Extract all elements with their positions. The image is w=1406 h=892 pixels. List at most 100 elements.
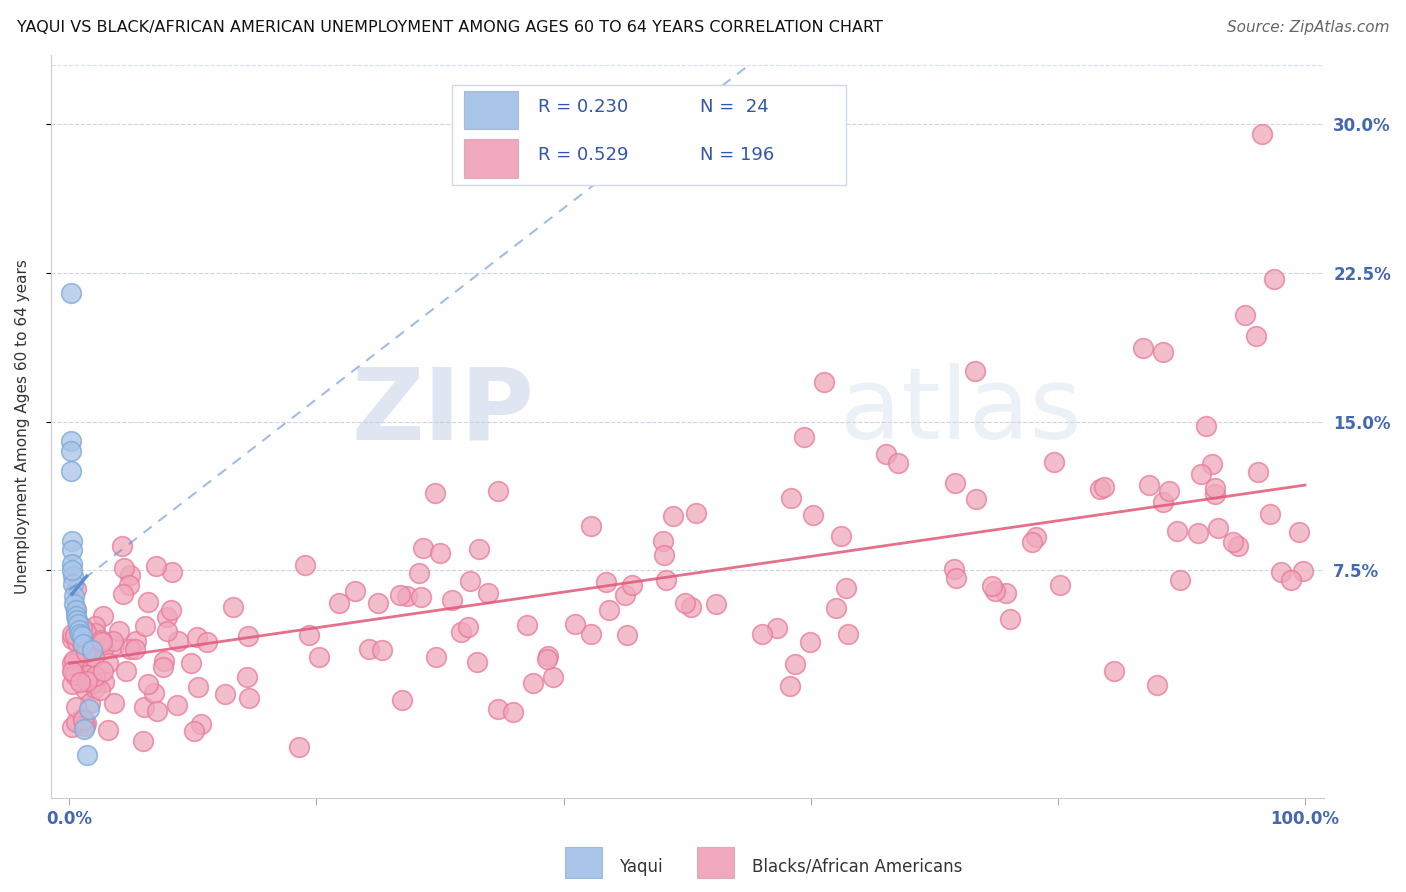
Point (70, 629, 93, 643)
Point (654, 574, 676, 588)
Point (1090, 482, 1112, 496)
Point (66, 635, 89, 649)
Point (111, 587, 134, 601)
Point (1201, 457, 1223, 471)
Point (103, 638, 125, 652)
Point (62, 664, 84, 678)
Point (60, 632, 83, 646)
Point (65, 668, 87, 682)
Point (661, 508, 683, 523)
Point (1292, 564, 1315, 578)
Point (70, 649, 93, 664)
Text: N =  24: N = 24 (700, 98, 769, 116)
Point (1189, 467, 1212, 481)
Point (180, 656, 202, 670)
Point (516, 618, 538, 632)
Point (825, 600, 848, 615)
Point (136, 677, 159, 691)
FancyBboxPatch shape (451, 85, 846, 186)
Point (160, 603, 183, 617)
Point (679, 600, 702, 615)
Point (1227, 539, 1250, 553)
Point (156, 610, 179, 624)
Point (1258, 507, 1281, 521)
Point (371, 643, 394, 657)
Point (118, 578, 141, 592)
Text: R = 0.230: R = 0.230 (538, 98, 628, 116)
Point (1152, 494, 1174, 508)
Point (83, 649, 105, 664)
Point (221, 600, 243, 615)
Point (1152, 345, 1174, 359)
Point (69, 626, 91, 640)
Point (468, 541, 491, 556)
Point (450, 625, 472, 640)
Point (63, 597, 86, 611)
Point (579, 627, 602, 641)
Point (1247, 465, 1270, 479)
Point (673, 595, 696, 609)
Point (83, 626, 105, 640)
Point (59, 434, 82, 449)
Point (1263, 272, 1285, 286)
Point (125, 633, 148, 648)
Point (294, 558, 316, 572)
Point (1146, 678, 1168, 692)
Text: Blacks/African Americans: Blacks/African Americans (752, 858, 963, 876)
Point (1137, 478, 1160, 492)
Text: R = 0.529: R = 0.529 (538, 146, 628, 164)
Point (60, 720, 83, 734)
FancyBboxPatch shape (464, 91, 517, 129)
Point (118, 642, 141, 657)
Point (108, 624, 131, 639)
Point (536, 651, 558, 665)
Point (90, 633, 112, 648)
Point (963, 364, 986, 378)
Point (1288, 524, 1310, 539)
Point (564, 617, 586, 632)
Text: Yaqui: Yaqui (619, 858, 662, 876)
Point (142, 686, 165, 700)
Point (945, 571, 967, 585)
Point (620, 578, 643, 592)
Point (195, 634, 218, 648)
Point (1025, 530, 1047, 544)
Point (152, 660, 174, 674)
Point (1166, 524, 1188, 538)
Point (73, 671, 96, 685)
Point (153, 654, 176, 668)
Point (395, 589, 418, 603)
Point (425, 486, 447, 500)
Point (77, 641, 100, 656)
Point (411, 590, 433, 604)
Point (72, 620, 94, 634)
Point (942, 561, 965, 575)
Point (65, 582, 87, 596)
Point (1168, 573, 1191, 587)
Point (60, 627, 83, 641)
Point (837, 627, 859, 641)
Point (1208, 520, 1230, 534)
Point (1222, 535, 1244, 549)
Point (1049, 578, 1071, 592)
Text: Source: ZipAtlas.com: Source: ZipAtlas.com (1226, 20, 1389, 35)
Point (136, 594, 159, 608)
Point (1234, 308, 1257, 322)
Point (875, 447, 897, 461)
Point (77, 702, 100, 716)
Point (60, 558, 83, 572)
Point (65, 603, 87, 617)
Point (59, 444, 82, 458)
Point (76, 624, 98, 639)
Point (115, 665, 138, 679)
Point (65, 608, 87, 623)
Point (65, 700, 87, 714)
Point (651, 534, 673, 549)
Point (59, 285, 82, 300)
Point (60, 563, 83, 577)
Point (186, 630, 208, 644)
Point (1204, 481, 1226, 495)
Point (146, 704, 169, 718)
Point (965, 491, 987, 506)
Text: atlas: atlas (839, 363, 1081, 460)
